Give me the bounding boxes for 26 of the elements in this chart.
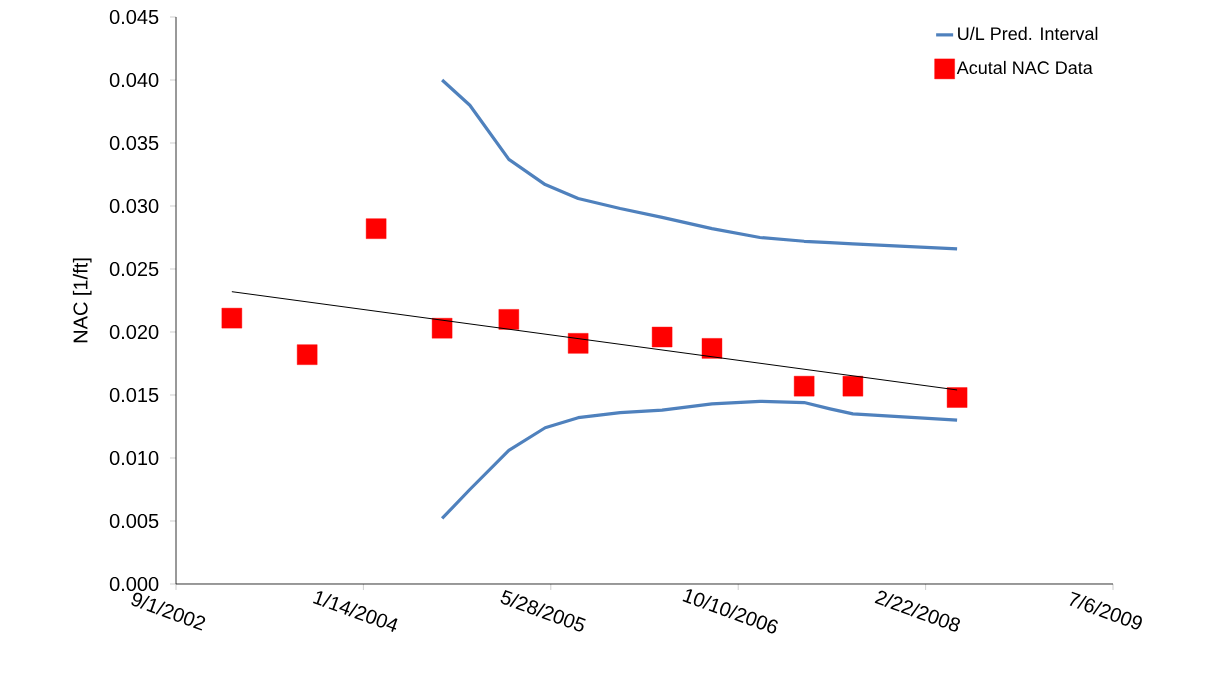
- y-tick-label: 0.010: [109, 450, 159, 466]
- point: [701, 338, 723, 359]
- point: [946, 387, 968, 408]
- point: [431, 318, 453, 339]
- point: [567, 333, 589, 354]
- y-tick-label: 0.045: [109, 9, 159, 25]
- y-tick-label: 0.020: [109, 324, 159, 340]
- point: [221, 307, 243, 329]
- y-tick-label: 0.015: [109, 387, 159, 403]
- y-tick-label: 0.035: [109, 135, 159, 151]
- y-axis-title: NAC [1/ft]: [72, 258, 92, 343]
- y-tick-label: 0.000: [109, 576, 159, 592]
- y-tick-label: 0.030: [109, 198, 159, 214]
- line-series: [440, 78, 959, 251]
- point: [651, 326, 673, 348]
- point: [296, 344, 318, 365]
- point: [793, 375, 815, 397]
- point: [365, 218, 387, 239]
- legend-label: Acutal NAC Data: [956, 60, 1093, 75]
- legend-label: U/L Pred. Interval: [958, 26, 1098, 41]
- y-tick-label: 0.040: [109, 72, 159, 88]
- y-tick-label: 0.005: [109, 513, 159, 529]
- line-series: [440, 399, 959, 521]
- point: [842, 375, 864, 397]
- point: [498, 309, 520, 330]
- y-tick-label: 0.025: [109, 261, 159, 277]
